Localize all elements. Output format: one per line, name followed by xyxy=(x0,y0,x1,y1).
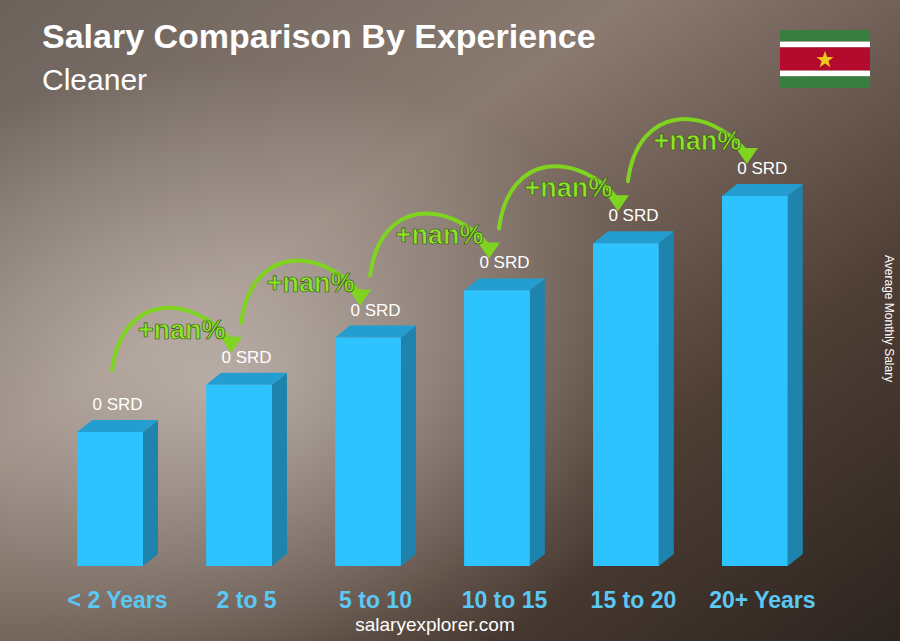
growth-arc xyxy=(241,261,360,323)
bars xyxy=(77,184,803,566)
growth-label: +nan% xyxy=(267,268,355,298)
bar-side xyxy=(143,420,158,566)
data-label: 0 SRD xyxy=(479,253,529,272)
flag-stripe xyxy=(780,71,870,77)
flag xyxy=(780,30,870,88)
tick: 2 to 5 xyxy=(217,587,277,613)
y-label: Average Monthly Salary xyxy=(882,255,896,382)
bar-group xyxy=(335,326,416,566)
bar-side xyxy=(530,278,545,566)
tick: 10 to 15 xyxy=(462,587,548,613)
tick: < 2 Years xyxy=(68,587,168,613)
bar xyxy=(464,290,530,566)
title: Salary Comparison By Experience xyxy=(42,17,596,55)
growth-label: +nan% xyxy=(525,173,613,203)
subtitle: Cleaner xyxy=(42,63,147,96)
data-labels: 0 SRD 0 SRD 0 SRD 0 SRD 0 SRD 0 SRD xyxy=(93,159,788,414)
flag-stripe xyxy=(780,42,870,48)
tick: 15 to 20 xyxy=(591,587,677,613)
bar-side xyxy=(659,231,674,566)
bar-group xyxy=(593,231,674,566)
bar-side xyxy=(788,184,803,566)
bar-top xyxy=(722,184,803,196)
bar xyxy=(206,385,272,566)
growth-arc xyxy=(628,119,747,181)
bar xyxy=(593,243,659,566)
bar-top xyxy=(335,326,416,338)
bar xyxy=(77,432,143,566)
bar-top xyxy=(593,231,674,243)
tick-label: < 2 Years xyxy=(68,587,168,613)
data-label: 0 SRD xyxy=(93,395,143,414)
tick: 5 to 10 xyxy=(339,587,412,613)
growth-label: +nan% xyxy=(138,315,226,345)
growth-label: +nan% xyxy=(396,220,484,250)
source: salaryexplorer.com xyxy=(355,614,514,635)
background-glow xyxy=(0,0,900,641)
tick-label: 10 to 15 xyxy=(462,587,548,613)
flag-stripe xyxy=(780,76,870,88)
chart: Salary Comparison By Experience Cleaner 0 … xyxy=(0,0,900,641)
bar-group xyxy=(77,420,158,566)
bar xyxy=(335,338,401,566)
x-axis: < 2 Years 2 to 5 5 to 10 10 to 15 15 to 20 20… xyxy=(53,587,828,613)
bar xyxy=(722,196,788,566)
tick-label: 2 to 5 xyxy=(217,587,277,613)
growth-arc xyxy=(112,308,231,370)
bar-top xyxy=(206,373,287,385)
bar-group xyxy=(722,184,803,566)
flag-stripe xyxy=(780,30,870,42)
growth-arc xyxy=(499,166,618,228)
tick-label: 15 to 20 xyxy=(591,587,677,613)
bar-group xyxy=(464,278,545,566)
data-label: 0 SRD xyxy=(350,301,400,320)
tick-label: 5 to 10 xyxy=(339,587,412,613)
background xyxy=(0,0,900,641)
growth-arc xyxy=(370,213,489,275)
bar-group xyxy=(206,373,287,566)
data-label: 0 SRD xyxy=(608,206,658,225)
bar-top xyxy=(464,278,545,290)
bar-side xyxy=(272,373,287,566)
bar-side xyxy=(401,326,416,566)
bar-top xyxy=(77,420,158,432)
data-label: 0 SRD xyxy=(737,159,787,178)
flag-stripe xyxy=(780,47,870,70)
flag-star xyxy=(816,51,833,67)
data-label: 0 SRD xyxy=(222,348,272,367)
growth-label: +nan% xyxy=(654,126,742,156)
tick: 20+ Years xyxy=(709,587,815,613)
tick-label: 20+ Years xyxy=(709,587,815,613)
growth-arrows: +nan% +nan% +nan% +nan% +nan% xyxy=(112,119,758,370)
